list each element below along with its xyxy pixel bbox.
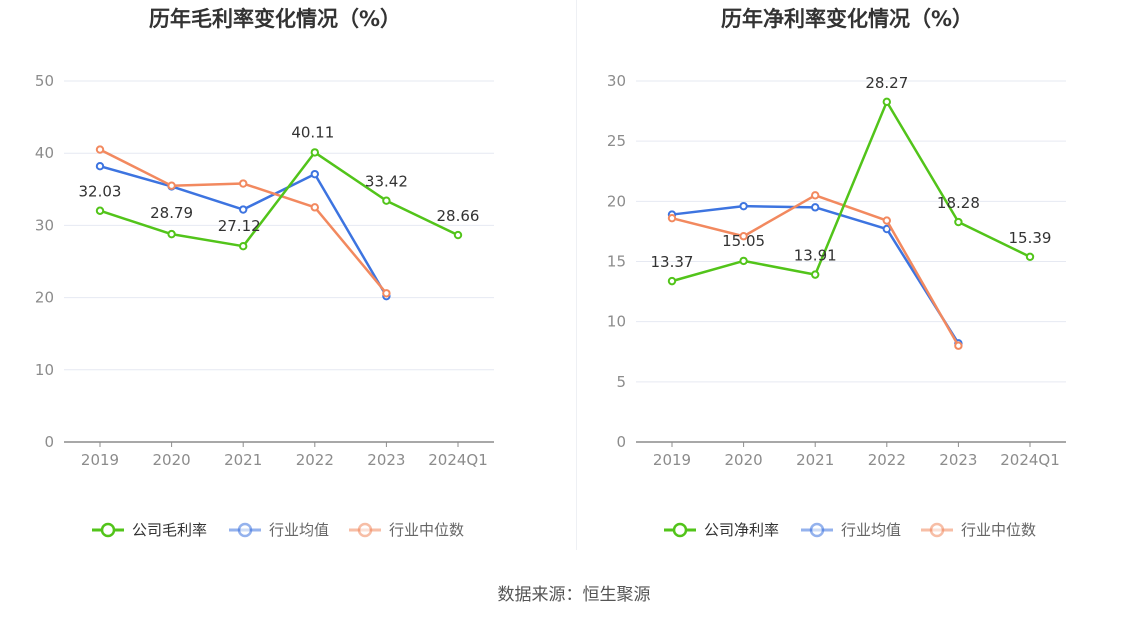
data-point bbox=[739, 232, 748, 241]
legend-item: 公司毛利率 bbox=[92, 521, 207, 539]
data-point bbox=[667, 213, 677, 223]
chart-title: 历年毛利率变化情况（%） bbox=[149, 7, 401, 31]
y-tick-label: 20 bbox=[35, 289, 54, 307]
x-tick-label: 2021 bbox=[796, 451, 834, 469]
data-point bbox=[310, 169, 319, 179]
data-point bbox=[95, 161, 105, 171]
data-label: 33.42 bbox=[365, 173, 408, 191]
y-tick-label: 20 bbox=[607, 192, 626, 210]
data-point bbox=[882, 216, 891, 225]
data-label: 15.05 bbox=[722, 232, 765, 250]
legend-label: 行业均值 bbox=[269, 521, 329, 539]
x-tick-label: 2024Q1 bbox=[428, 451, 488, 469]
legend-item: 行业中位数 bbox=[921, 521, 1036, 539]
legend-label: 行业均值 bbox=[841, 521, 901, 539]
data-point bbox=[811, 191, 820, 200]
legend-item: 行业中位数 bbox=[349, 521, 464, 539]
data-point bbox=[882, 224, 891, 234]
data-point bbox=[811, 270, 820, 279]
legend-marker bbox=[672, 522, 688, 538]
data-point bbox=[95, 206, 105, 215]
data-label: 27.12 bbox=[218, 217, 261, 235]
y-tick-label: 0 bbox=[616, 433, 626, 451]
data-label: 32.03 bbox=[79, 183, 122, 201]
data-label: 28.79 bbox=[150, 204, 193, 222]
legend-item: 公司净利率 bbox=[664, 521, 779, 539]
data-point bbox=[954, 341, 963, 350]
data-point bbox=[453, 230, 463, 240]
x-tick-label: 2022 bbox=[868, 451, 906, 469]
data-point bbox=[882, 97, 891, 107]
legend-item: 行业均值 bbox=[801, 521, 901, 539]
legend-label: 行业中位数 bbox=[389, 521, 464, 539]
data-point bbox=[239, 179, 248, 188]
y-tick-label: 40 bbox=[35, 144, 54, 162]
legend-marker bbox=[100, 522, 116, 538]
data-point bbox=[382, 196, 391, 205]
x-tick-label: 2019 bbox=[653, 451, 691, 469]
data-label: 28.66 bbox=[437, 207, 480, 225]
legend-marker bbox=[929, 522, 945, 538]
data-point bbox=[167, 181, 176, 190]
data-label: 13.91 bbox=[794, 247, 837, 265]
x-tick-label: 2020 bbox=[153, 451, 191, 469]
y-tick-label: 10 bbox=[607, 313, 626, 331]
data-source-text: 数据来源：恒生聚源 bbox=[497, 585, 651, 605]
data-point bbox=[239, 205, 248, 214]
data-point bbox=[382, 289, 391, 298]
y-tick-label: 15 bbox=[607, 253, 626, 271]
legend-label: 公司毛利率 bbox=[132, 521, 207, 539]
data-label: 18.28 bbox=[937, 194, 980, 212]
series-line bbox=[99, 151, 459, 248]
legend-marker bbox=[357, 522, 373, 538]
data-label: 40.11 bbox=[291, 123, 334, 141]
y-tick-label: 25 bbox=[607, 132, 626, 150]
x-tick-label: 2023 bbox=[939, 451, 977, 469]
legend-label: 公司净利率 bbox=[704, 521, 779, 539]
data-label: 13.37 bbox=[651, 253, 694, 271]
data-point bbox=[310, 203, 319, 212]
x-tick-label: 2023 bbox=[367, 451, 405, 469]
panel-divider bbox=[576, 0, 577, 550]
data-label: 28.27 bbox=[865, 74, 908, 92]
y-tick-label: 10 bbox=[35, 361, 54, 379]
net-margin-chart: 历年净利率变化情况（%） 0 5 10 15 20 25 30 2019 2020 2021 2022… bbox=[607, 7, 1066, 539]
gross-margin-chart: 历年毛利率变化情况（%） 0 10 20 30 40 50 2019 2020 2021 2022 2… bbox=[35, 7, 494, 539]
data-point bbox=[95, 145, 105, 154]
data-point bbox=[739, 256, 748, 266]
data-point bbox=[811, 203, 820, 212]
data-label: 15.39 bbox=[1009, 229, 1052, 247]
legend-marker bbox=[809, 522, 825, 538]
data-point bbox=[1025, 252, 1035, 262]
data-point bbox=[739, 201, 748, 211]
legend-label: 行业中位数 bbox=[961, 521, 1036, 539]
x-tick-label: 2022 bbox=[296, 451, 334, 469]
y-tick-label: 30 bbox=[607, 72, 626, 90]
y-tick-label: 50 bbox=[35, 72, 54, 90]
data-point bbox=[310, 148, 319, 157]
data-point bbox=[239, 241, 248, 251]
legend-marker bbox=[237, 522, 253, 538]
y-tick-label: 5 bbox=[616, 373, 626, 391]
y-tick-label: 30 bbox=[35, 216, 54, 234]
data-point bbox=[667, 276, 677, 286]
data-point bbox=[954, 217, 963, 227]
y-tick-label: 0 bbox=[44, 433, 54, 451]
x-tick-label: 2019 bbox=[81, 451, 119, 469]
data-point bbox=[167, 229, 176, 239]
legend-item: 行业均值 bbox=[229, 521, 329, 539]
chart-title: 历年净利率变化情况（%） bbox=[721, 7, 973, 31]
x-tick-label: 2021 bbox=[224, 451, 262, 469]
x-tick-label: 2024Q1 bbox=[1000, 451, 1060, 469]
x-tick-label: 2020 bbox=[725, 451, 763, 469]
series-line bbox=[671, 100, 1031, 283]
